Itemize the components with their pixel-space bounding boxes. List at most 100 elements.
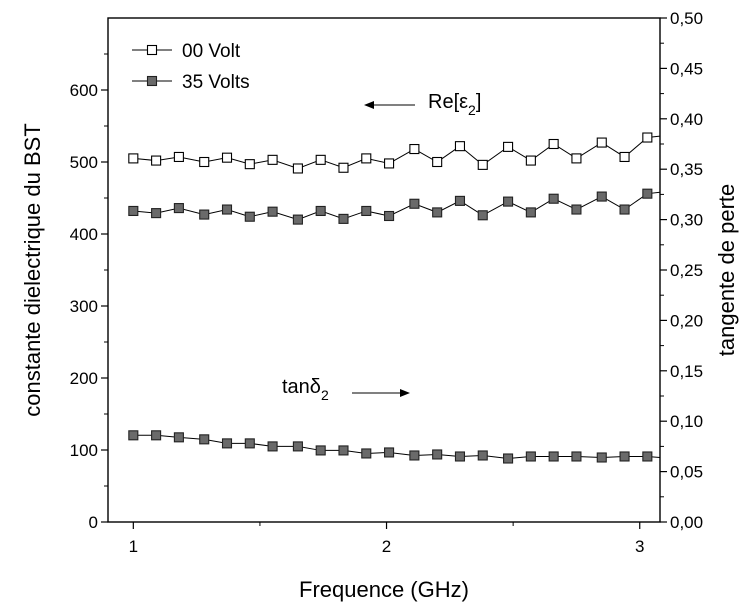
data-point [619, 151, 630, 163]
data-point [361, 153, 372, 164]
data-point [221, 152, 233, 163]
data-point [292, 441, 303, 452]
series-2 [128, 430, 661, 464]
data-point [292, 163, 303, 174]
axes: 1 2 3 0 100 200 300 400 500 600 0,00 0,05 0,10 0,15 0,… [20, 9, 739, 602]
data-point [571, 204, 582, 215]
legend: 00 Volt 35 Volts [132, 41, 250, 93]
data-point [338, 445, 349, 456]
data-point [128, 153, 139, 164]
legend-label: 35 Volts [182, 72, 250, 93]
data-point [548, 451, 559, 462]
data-point [619, 451, 630, 462]
y-right-tick-label: 0,40 [670, 110, 703, 129]
data-point [409, 450, 420, 461]
x-tick-label: 3 [635, 537, 644, 556]
y-left-tick-label: 400 [70, 225, 98, 244]
data-point [315, 154, 326, 165]
data-point [128, 430, 139, 441]
data-point [244, 159, 255, 170]
data-point [432, 156, 443, 168]
legend-label: 00 Volt [182, 41, 241, 62]
data-point [361, 448, 372, 459]
data-point [267, 441, 278, 452]
y-right-tick-label: 0,00 [670, 513, 703, 532]
y-right-tick-label: 0,30 [670, 211, 703, 230]
data-point [199, 156, 210, 168]
re-annotation: Re[ε2] [428, 91, 481, 118]
series-1 [128, 188, 661, 225]
data-point [596, 137, 607, 148]
x-axis-title: Frequence (GHz) [299, 577, 469, 602]
y-left-tick-label: 200 [70, 369, 98, 388]
y-right-tick-label: 0,10 [670, 412, 703, 431]
data-point [477, 210, 488, 221]
x-tick-label: 2 [382, 537, 391, 556]
data-point [409, 198, 420, 209]
data-point [525, 155, 536, 166]
plot-area [128, 132, 661, 464]
legend-marker [146, 44, 158, 56]
y-right-tick-label: 0,15 [670, 362, 703, 381]
data-point [454, 451, 466, 462]
legend-marker [146, 75, 158, 87]
data-point [548, 138, 559, 150]
data-point [432, 207, 443, 218]
data-point [503, 453, 514, 464]
data-point [596, 452, 607, 463]
y-left-tick-label: 100 [70, 441, 98, 460]
data-point [454, 195, 466, 206]
data-point [221, 204, 233, 215]
data-point [571, 153, 582, 164]
data-point [477, 159, 488, 170]
data-point [199, 434, 210, 445]
plot-frame [107, 17, 661, 523]
data-point [619, 204, 630, 215]
re-arrow-head [364, 101, 374, 109]
data-point [338, 213, 349, 224]
data-point [525, 207, 536, 218]
data-point [454, 141, 466, 152]
data-point [525, 451, 536, 462]
y-left-tick-label: 0 [89, 513, 98, 532]
annotations: Re[ε2] tanδ2 [282, 91, 481, 403]
y-left-axis-title: constante dielectrique du BST [20, 123, 45, 417]
y-left-tick-label: 300 [70, 297, 98, 316]
data-point [315, 445, 326, 456]
data-point [361, 205, 372, 217]
tan-arrow-head [400, 389, 410, 397]
data-point [571, 451, 582, 462]
series-line [133, 135, 661, 170]
data-point [128, 205, 139, 217]
series-0 [128, 132, 661, 174]
data-point [338, 162, 349, 173]
data-point [596, 191, 607, 202]
data-point [503, 196, 514, 207]
x-tick-label: 1 [129, 537, 138, 556]
data-point [642, 188, 653, 199]
y-right-tick-label: 0,20 [670, 311, 703, 330]
y-right-tick-label: 0,35 [670, 160, 703, 179]
data-point [477, 450, 488, 461]
data-point [292, 214, 303, 225]
data-point [432, 449, 443, 460]
y-left-tick-label: 500 [70, 153, 98, 172]
y-right-tick-label: 0,05 [670, 463, 703, 482]
re-sub: 2 [468, 102, 476, 118]
data-point [642, 451, 653, 462]
tan-annotation: tanδ2 [282, 376, 329, 403]
data-point [244, 438, 255, 449]
tan-sub: 2 [321, 387, 329, 403]
y-right-tick-label: 0,45 [670, 59, 703, 78]
data-point [151, 155, 162, 166]
re-suffix: ] [476, 91, 482, 113]
y-right-tick-label: 0,25 [670, 261, 703, 280]
data-point [151, 430, 162, 441]
data-point [151, 208, 162, 219]
data-point [221, 438, 233, 449]
data-point [315, 205, 326, 217]
data-point [548, 193, 559, 204]
data-point [384, 447, 395, 458]
y-right-axis-title: tangente de perte [714, 184, 739, 356]
